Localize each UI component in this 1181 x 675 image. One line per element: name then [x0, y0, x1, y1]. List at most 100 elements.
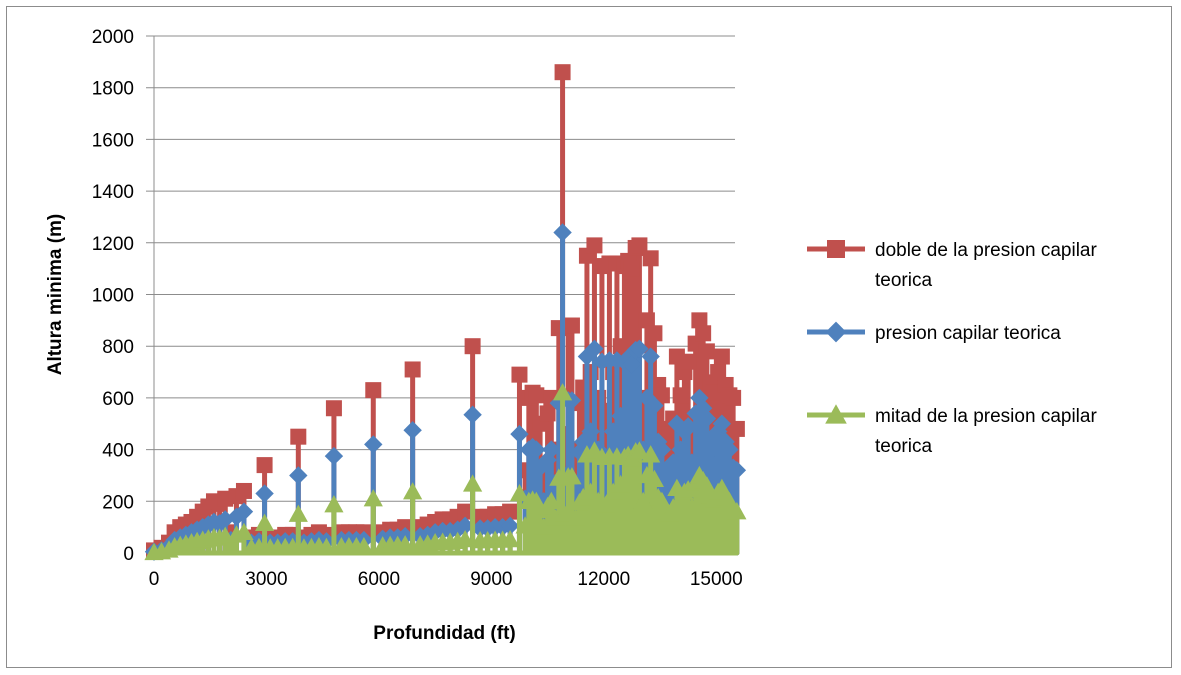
data-point — [404, 361, 421, 378]
data-point — [637, 388, 657, 408]
data-point — [566, 508, 586, 526]
data-point — [528, 387, 545, 404]
data-point — [581, 422, 600, 441]
data-point — [534, 517, 554, 535]
data-point — [727, 461, 747, 480]
data-point — [554, 64, 571, 81]
y-tick-label: 200 — [102, 492, 134, 513]
data-point — [629, 441, 650, 459]
data-point — [527, 440, 546, 459]
y-tick-label: 1400 — [92, 182, 134, 203]
data-point — [695, 325, 712, 342]
data-point — [324, 446, 344, 466]
data-point — [682, 498, 702, 516]
data-point — [725, 389, 742, 406]
legend-label: doble de la presion capilar teorica — [875, 240, 1097, 291]
data-point — [463, 474, 483, 492]
data-point — [216, 510, 235, 529]
data-point — [539, 405, 556, 422]
data-point — [554, 504, 575, 522]
series-triangle — [144, 383, 747, 561]
y-tick-label: 600 — [102, 389, 134, 410]
data-point — [288, 504, 308, 522]
data-point — [641, 347, 660, 366]
data-point — [672, 387, 689, 404]
chart-svg: 0 200 400 600 800 1000 1200 1400 1600 1800 2000 0 3… — [45, 27, 1097, 644]
data-point — [403, 421, 422, 440]
legend: doble de la presion capilar teorica presio… — [807, 240, 1097, 457]
legend-marker-triangle — [825, 404, 847, 424]
data-point — [586, 237, 603, 254]
data-point — [365, 382, 382, 399]
data-point — [623, 260, 640, 277]
x-tick-label: 3000 — [245, 569, 287, 590]
data-point — [612, 338, 629, 355]
legend-marker-square — [827, 240, 845, 258]
data-point — [660, 466, 679, 485]
data-point — [221, 536, 241, 555]
y-tick-labels: 0 200 400 600 800 1000 1200 1400 1600 1800 2000 — [92, 27, 134, 565]
data-point — [633, 491, 653, 509]
data-point — [712, 414, 732, 433]
data-point — [705, 437, 724, 457]
data-point — [671, 440, 690, 459]
x-tick-label: 9000 — [470, 569, 512, 590]
data-point — [631, 237, 648, 254]
data-point — [678, 417, 698, 436]
data-point — [720, 440, 739, 459]
data-point — [691, 312, 708, 329]
data-point — [563, 317, 580, 334]
y-tick-label: 2000 — [92, 27, 134, 48]
data-point — [256, 457, 273, 474]
data-point — [728, 420, 745, 437]
data-point — [630, 339, 649, 358]
legend-label: presion capilar teorica — [875, 323, 1061, 344]
data-point — [708, 422, 728, 441]
data-point — [652, 440, 672, 459]
data-point — [562, 467, 582, 485]
x-tick-label: 12000 — [577, 569, 630, 590]
x-tick-label: 15000 — [690, 569, 743, 590]
data-point — [511, 366, 528, 383]
y-tick-label: 1800 — [92, 79, 134, 100]
data-point — [538, 450, 557, 470]
data-point — [254, 513, 275, 531]
data-point — [661, 426, 678, 443]
data-point — [611, 474, 631, 493]
data-point — [234, 502, 254, 521]
data-point — [581, 482, 601, 500]
data-point — [680, 353, 697, 370]
data-point — [622, 355, 642, 374]
data-point — [653, 387, 670, 404]
y-tick-label: 400 — [102, 441, 134, 462]
x-axis-title: Profundidad (ft) — [373, 623, 515, 644]
y-tick-label: 800 — [102, 337, 134, 358]
data-point — [500, 529, 520, 548]
data-point — [455, 529, 475, 548]
data-point — [234, 522, 254, 540]
data-point — [641, 445, 661, 463]
data-point — [364, 435, 383, 454]
data-point — [611, 406, 630, 426]
chart-frame: 0 200 400 600 800 1000 1200 1400 1600 1800 2000 0 3… — [6, 6, 1172, 668]
data-point — [682, 453, 702, 472]
x-tick-label: 6000 — [358, 569, 400, 590]
data-point — [646, 325, 663, 342]
data-point — [395, 535, 415, 553]
data-point — [509, 483, 530, 502]
data-point — [316, 537, 337, 555]
data-point — [289, 466, 308, 485]
data-point — [515, 516, 535, 534]
data-point — [553, 223, 572, 242]
legend-label: mitad de la presion capilar teorica — [875, 406, 1097, 457]
data-point — [713, 348, 730, 365]
data-point — [541, 491, 561, 509]
data-point — [697, 409, 717, 428]
data-point — [502, 503, 519, 520]
data-point — [618, 348, 638, 368]
data-point — [255, 484, 274, 503]
data-point — [645, 396, 664, 415]
data-point — [552, 383, 573, 401]
legend-marker-diamond — [825, 321, 847, 343]
data-point — [698, 343, 715, 360]
